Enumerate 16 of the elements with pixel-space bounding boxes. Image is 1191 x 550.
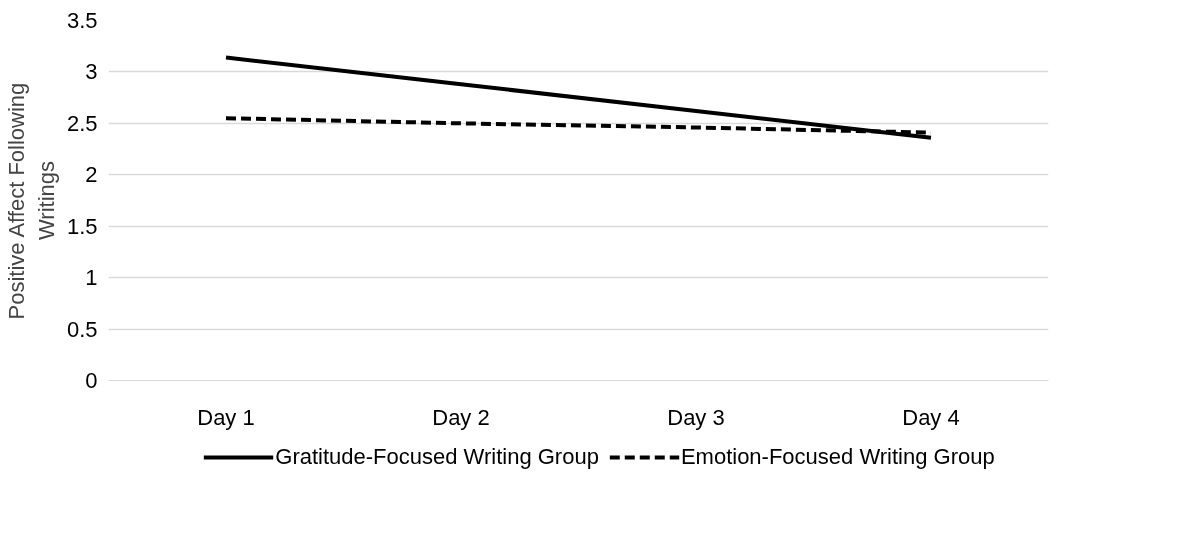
y-axis-title: Positive Affect Following Writings xyxy=(3,82,59,320)
x-tick-label: Day 1 xyxy=(197,404,255,430)
x-tick-label: Day 3 xyxy=(667,404,725,430)
x-tick-label: Day 2 xyxy=(432,404,490,430)
y-tick-label: 1.5 xyxy=(66,213,98,239)
y-tick-label: 0.5 xyxy=(66,316,98,342)
y-tick-label: 3.5 xyxy=(66,8,98,33)
line-series xyxy=(224,55,933,140)
legend-label: Emotion-Focused Writing Group xyxy=(680,444,995,470)
y-tick-label: 2.5 xyxy=(66,110,98,136)
legend-label: Gratitude-Focused Writing Group xyxy=(275,444,599,470)
y-tick-label: 1 xyxy=(85,265,98,291)
x-tick-label: Day 4 xyxy=(902,404,960,430)
y-tick-label: 0 xyxy=(85,368,98,393)
y-tick-label: 2 xyxy=(85,162,98,188)
y-tick-label: 3 xyxy=(85,59,98,85)
